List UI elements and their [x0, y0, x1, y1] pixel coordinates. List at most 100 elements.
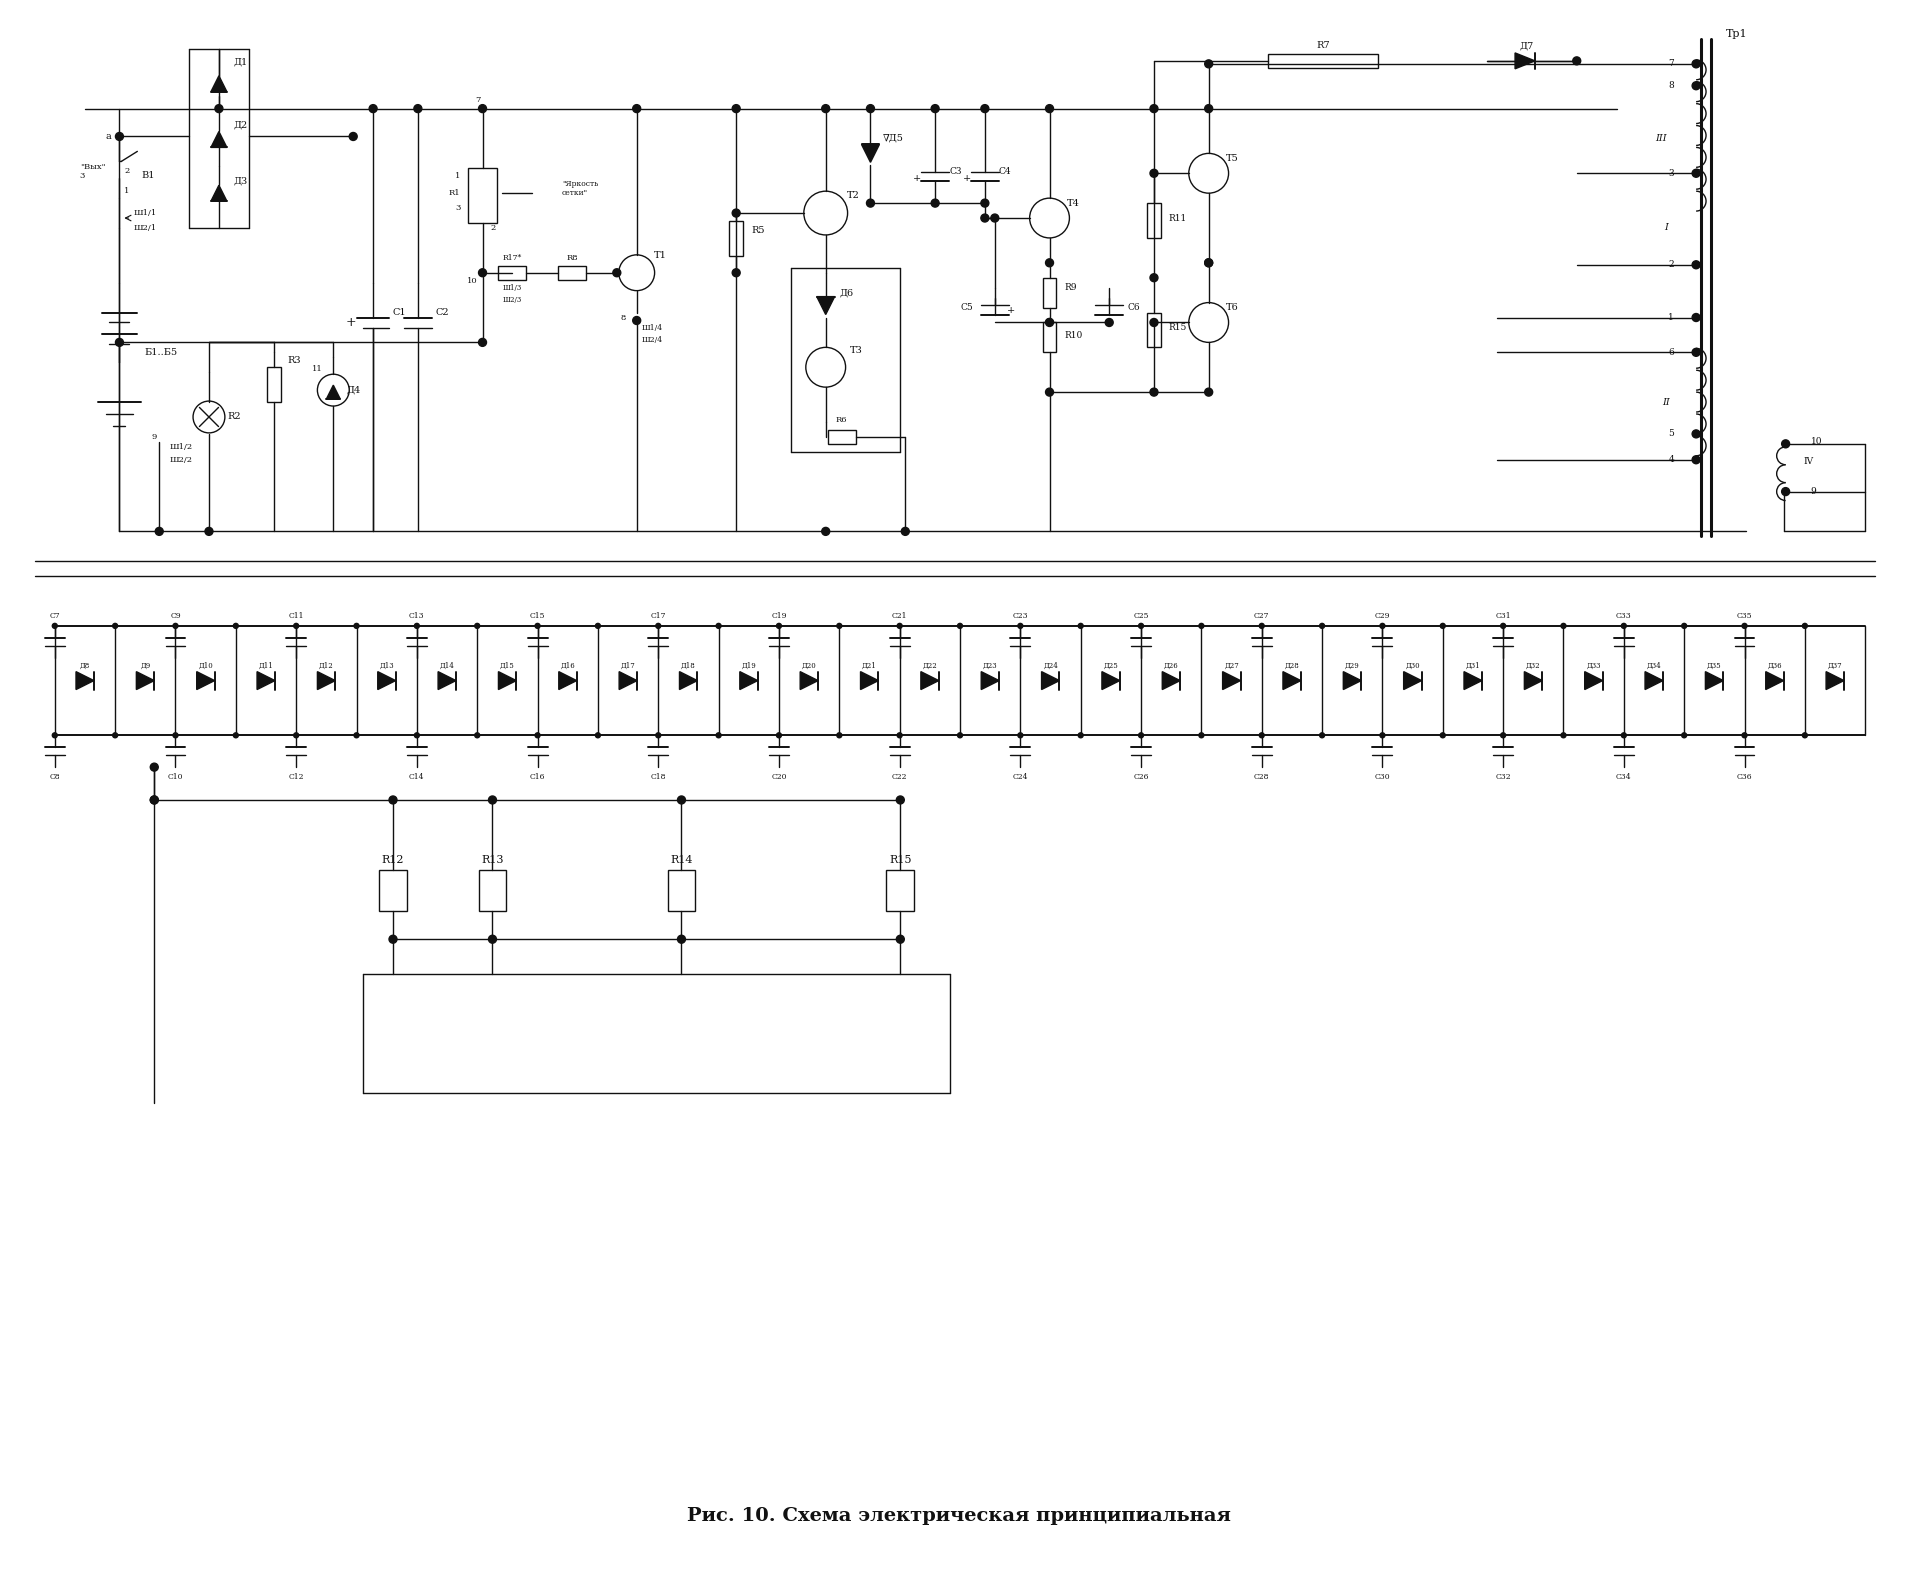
Bar: [1268, 54, 1378, 68]
Bar: [380, 870, 407, 911]
Text: Д3: Д3: [234, 177, 248, 185]
Polygon shape: [741, 672, 758, 689]
Circle shape: [1259, 733, 1265, 738]
Circle shape: [1046, 258, 1054, 266]
Circle shape: [981, 105, 988, 112]
Text: R5: R5: [750, 227, 764, 236]
Polygon shape: [499, 672, 516, 689]
Circle shape: [390, 935, 397, 942]
Text: Д25: Д25: [1103, 662, 1119, 670]
Text: C31: C31: [1495, 611, 1510, 619]
Bar: [668, 870, 695, 911]
Circle shape: [896, 797, 904, 805]
Text: "Яркость
сетки": "Яркость сетки": [562, 179, 599, 196]
Text: R7: R7: [1316, 41, 1330, 51]
Circle shape: [1441, 624, 1445, 629]
Circle shape: [349, 133, 357, 141]
Polygon shape: [1524, 672, 1543, 689]
Polygon shape: [1042, 672, 1059, 689]
Circle shape: [1259, 624, 1265, 629]
Polygon shape: [679, 672, 697, 689]
Bar: [558, 266, 585, 280]
Circle shape: [656, 624, 660, 629]
Circle shape: [733, 105, 741, 112]
Text: C19: C19: [771, 611, 787, 619]
Text: T2: T2: [846, 190, 860, 200]
Text: 3: 3: [455, 204, 461, 212]
Text: C5: C5: [960, 303, 973, 312]
Text: C36: C36: [1737, 773, 1752, 781]
Text: Рис. 10. Схема электрическая принципиальная: Рис. 10. Схема электрическая принципиаль…: [687, 1506, 1230, 1525]
Text: 8: 8: [1668, 81, 1673, 90]
Text: R12: R12: [382, 855, 405, 865]
Text: 1: 1: [1668, 314, 1673, 322]
Text: 2: 2: [125, 168, 130, 176]
Text: T4: T4: [1067, 198, 1080, 208]
Polygon shape: [1516, 52, 1535, 68]
Circle shape: [489, 797, 497, 805]
Text: C13: C13: [409, 611, 424, 619]
Text: C17: C17: [651, 611, 666, 619]
Circle shape: [113, 624, 117, 629]
Text: +: +: [963, 174, 971, 182]
Text: R3: R3: [288, 356, 301, 364]
Circle shape: [353, 624, 359, 629]
Polygon shape: [1645, 672, 1664, 689]
Circle shape: [1693, 60, 1700, 68]
Circle shape: [1105, 318, 1113, 326]
Circle shape: [474, 733, 480, 738]
Polygon shape: [1464, 672, 1481, 689]
Text: T1: T1: [654, 252, 668, 260]
Circle shape: [173, 733, 178, 738]
Text: Д30: Д30: [1405, 662, 1420, 670]
Text: 4: 4: [1668, 455, 1673, 464]
Circle shape: [1622, 733, 1625, 738]
Circle shape: [234, 733, 238, 738]
Circle shape: [1693, 314, 1700, 322]
Circle shape: [595, 733, 601, 738]
Text: Д18: Д18: [681, 662, 697, 670]
Text: C25: C25: [1134, 611, 1149, 619]
Polygon shape: [860, 672, 879, 689]
Circle shape: [150, 797, 157, 805]
Circle shape: [837, 624, 842, 629]
Polygon shape: [800, 672, 817, 689]
Text: Ш1/3: Ш1/3: [503, 284, 522, 291]
Text: C14: C14: [409, 773, 424, 781]
Circle shape: [1149, 105, 1157, 112]
Polygon shape: [1585, 672, 1602, 689]
Circle shape: [1017, 733, 1023, 738]
Text: Д8: Д8: [81, 662, 90, 670]
Text: Д17: Д17: [620, 662, 635, 670]
Text: C20: C20: [771, 773, 787, 781]
Text: C33: C33: [1616, 611, 1631, 619]
Circle shape: [931, 200, 938, 208]
Circle shape: [1560, 624, 1566, 629]
Text: Д7: Д7: [1520, 41, 1533, 51]
Polygon shape: [211, 185, 226, 201]
Circle shape: [1802, 733, 1808, 738]
Circle shape: [981, 214, 988, 222]
Circle shape: [1501, 733, 1506, 738]
Text: Д2: Д2: [234, 120, 248, 130]
Text: R14: R14: [670, 855, 693, 865]
Circle shape: [474, 624, 480, 629]
Circle shape: [1681, 624, 1687, 629]
Text: Д9: Д9: [140, 662, 150, 670]
Circle shape: [1149, 318, 1157, 326]
Circle shape: [1138, 624, 1144, 629]
Bar: [1042, 277, 1057, 307]
Polygon shape: [1222, 672, 1240, 689]
Text: 10: 10: [466, 277, 478, 285]
Circle shape: [150, 797, 157, 805]
Text: Д10: Д10: [198, 662, 213, 670]
Circle shape: [1205, 388, 1213, 396]
Circle shape: [1693, 456, 1700, 464]
Bar: [468, 168, 497, 223]
Text: R6: R6: [837, 417, 848, 425]
Circle shape: [1622, 624, 1625, 629]
Bar: [1148, 203, 1161, 238]
Bar: [499, 266, 526, 280]
Text: Д36: Д36: [1767, 662, 1783, 670]
Text: Д19: Д19: [741, 662, 756, 670]
